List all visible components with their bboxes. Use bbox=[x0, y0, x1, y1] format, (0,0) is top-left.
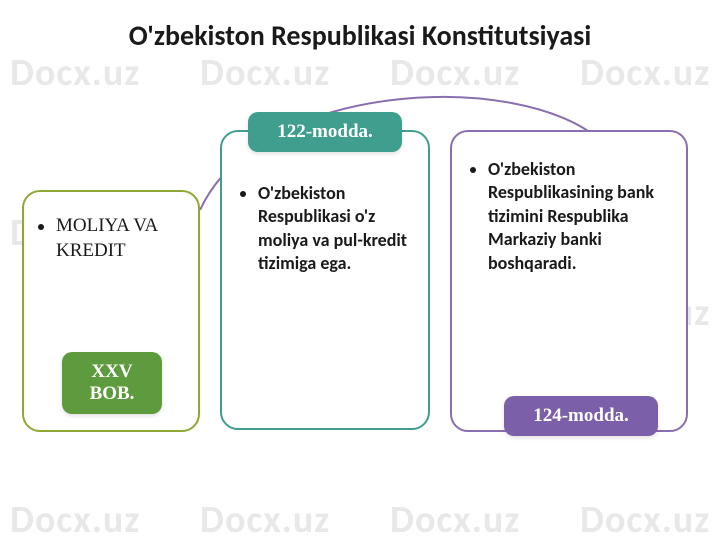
panel-right-text: O'zbekiston Respublikasining bank tizimi… bbox=[488, 158, 654, 274]
badge-124-label: 124-modda. bbox=[533, 405, 629, 427]
watermark-text: Docx.uz bbox=[200, 497, 330, 543]
panel-left-bullet: MOLIYA VA KREDIT bbox=[38, 214, 184, 263]
watermark-text: Docx.uz bbox=[580, 497, 710, 543]
badge-xxv-label: XXV BOB. bbox=[72, 361, 152, 405]
watermark-text: Docx.uz bbox=[10, 497, 140, 543]
panel-mid-bullet: O'zbekiston Respublikasi o'z moliya va p… bbox=[240, 182, 416, 276]
bullet-dot-icon bbox=[38, 224, 44, 230]
watermark-text: Docx.uz bbox=[10, 50, 140, 96]
panel-122: O'zbekiston Respublikasi o'z moliya va p… bbox=[220, 130, 430, 430]
bullet-dot-icon bbox=[470, 167, 476, 173]
watermark-text: Docx.uz bbox=[580, 50, 710, 96]
watermark-text: Docx.uz bbox=[390, 497, 520, 543]
panel-mid-text: O'zbekiston Respublikasi o'z moliya va p… bbox=[258, 182, 407, 274]
panel-left-text: MOLIYA VA KREDIT bbox=[56, 215, 157, 261]
panel-124: O'zbekiston Respublikasining bank tizimi… bbox=[450, 130, 688, 432]
badge-124-modda: 124-modda. bbox=[504, 396, 658, 436]
badge-xxv-bob: XXV BOB. bbox=[62, 352, 162, 414]
page-title: O'zbekiston Respublikasi Konstitutsiyasi bbox=[0, 18, 720, 53]
watermark-text: Docx.uz bbox=[390, 50, 520, 96]
panel-right-bullet: O'zbekiston Respublikasining bank tizimi… bbox=[470, 158, 674, 275]
badge-122-modda: 122-modda. bbox=[248, 112, 402, 152]
bullet-dot-icon bbox=[240, 191, 246, 197]
watermark-text: Docx.uz bbox=[200, 50, 330, 96]
badge-122-label: 122-modda. bbox=[277, 121, 373, 143]
